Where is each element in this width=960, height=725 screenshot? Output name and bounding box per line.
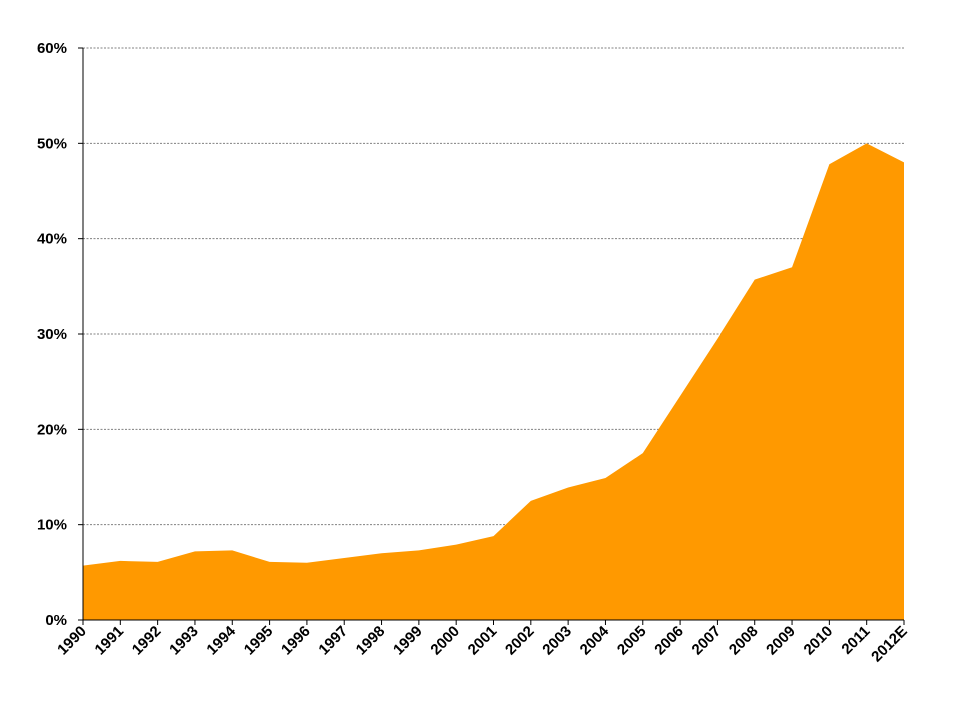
x-tick-label: 2000 [427, 623, 463, 659]
series-area [83, 143, 904, 620]
x-tick-label: 1993 [166, 623, 202, 659]
x-tick-label: 2004 [577, 622, 613, 658]
x-tick-label: 1991 [92, 623, 128, 659]
y-tick-label: 20% [37, 421, 67, 438]
x-tick-label: 1994 [203, 622, 239, 658]
x-tick-label: 1995 [241, 623, 277, 659]
x-tick-label: 2001 [465, 623, 501, 659]
x-tick-label: 1996 [278, 623, 314, 659]
x-tick-label: 1998 [353, 623, 389, 659]
x-tick-label: 2012E [868, 623, 911, 666]
x-tick-label: 2005 [614, 623, 650, 659]
y-tick-label: 0% [45, 612, 67, 629]
y-tick-label: 60% [37, 40, 67, 57]
x-tick-label: 1999 [390, 623, 426, 659]
y-axis-tick-labels: 0% 10% 20% 30% 40% 50% 60% [37, 40, 67, 629]
x-tick-label: 1992 [129, 623, 165, 659]
y-tick-label: 40% [37, 231, 67, 248]
x-tick-label: 2009 [763, 623, 799, 659]
plot-area [83, 143, 904, 620]
x-tick-label: 2007 [689, 623, 725, 659]
x-tick-label: 2010 [801, 623, 837, 659]
y-tick-label: 50% [37, 135, 67, 152]
x-tick-label: 2008 [726, 623, 762, 659]
x-tick-label: 2003 [539, 623, 575, 659]
y-tick-label: 30% [37, 326, 67, 343]
y-tick-label: 10% [37, 517, 67, 534]
x-tick-label: 1997 [315, 623, 351, 659]
x-tick-label: 2006 [651, 623, 687, 659]
x-tick-label: 2002 [502, 623, 538, 659]
